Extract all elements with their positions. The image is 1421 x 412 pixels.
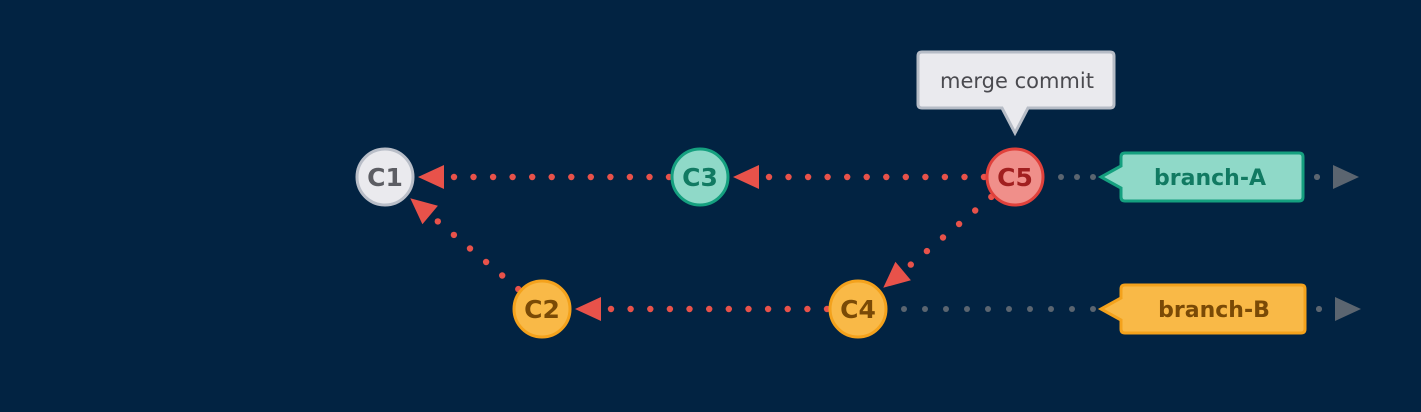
arrowhead-icon — [410, 198, 438, 225]
merge-commit-callout: merge commit — [916, 50, 1116, 137]
arrowhead-icon — [733, 165, 759, 189]
branch-tag-shape — [1097, 151, 1305, 203]
pointer-dot — [1069, 306, 1075, 312]
branch-tag-shape — [1097, 283, 1307, 335]
edge-dot — [666, 305, 674, 313]
branch-tag-branch-b[interactable]: branch-B — [1097, 283, 1307, 335]
edge-dot — [764, 305, 772, 313]
pointer-dot — [1090, 174, 1096, 180]
pointer-dot — [1090, 306, 1096, 312]
edge-dot — [470, 173, 477, 181]
edge-dot — [450, 173, 458, 181]
edge-dot — [548, 173, 555, 181]
edges-layer — [410, 165, 995, 321]
edge-dot — [907, 261, 914, 268]
edge-dot — [499, 272, 506, 279]
arrowhead-icon — [883, 261, 911, 288]
edge-dot — [785, 173, 792, 181]
edge-c5-to-c4 — [883, 193, 995, 288]
edge-dot — [955, 220, 963, 228]
edge-dot — [706, 305, 713, 313]
branch-pointers-layer — [901, 165, 1361, 321]
callout-text: merge commit — [940, 69, 1094, 93]
edge-dot — [972, 207, 979, 214]
pointer-branch-a — [1058, 165, 1359, 189]
commit-label: C2 — [524, 295, 560, 324]
pointer-dot — [985, 306, 991, 312]
edge-dot — [489, 173, 497, 181]
pointer-dot — [922, 306, 928, 312]
commit-node-c4[interactable]: C4 — [828, 279, 888, 339]
edge-dot — [686, 305, 693, 313]
edge-dot — [482, 258, 490, 266]
edge-dot — [824, 173, 831, 181]
edge-c5-to-c3 — [733, 165, 988, 189]
pointer-dot — [964, 306, 970, 312]
branch-label: branch-A — [1154, 166, 1266, 191]
edge-dot — [587, 173, 594, 181]
edge-dot — [529, 173, 536, 181]
edge-dot — [923, 247, 931, 255]
pointer-branch-b — [901, 297, 1361, 321]
pointer-dot — [1314, 174, 1320, 180]
edge-dot — [450, 231, 458, 239]
pointer-dot — [1316, 306, 1322, 312]
commit-node-c2[interactable]: C2 — [512, 279, 572, 339]
commit-node-c5[interactable]: C5 — [985, 147, 1045, 207]
commit-label: C3 — [682, 163, 718, 192]
edge-dot — [626, 173, 634, 181]
branch-label: branch-B — [1158, 298, 1270, 323]
edge-dot — [745, 305, 752, 313]
pointer-dot — [901, 306, 907, 312]
edge-c2-to-c1 — [410, 198, 522, 293]
edge-dot — [627, 305, 634, 313]
edge-c3-to-c1 — [418, 165, 673, 189]
edge-dot — [568, 173, 575, 181]
pointer-dot — [943, 306, 949, 312]
commit-label: C1 — [367, 163, 403, 192]
arrowhead-icon — [418, 165, 444, 189]
play-triangle-icon — [1335, 297, 1361, 321]
edge-dot — [647, 305, 654, 313]
edge-dot — [804, 173, 812, 181]
edge-dot — [941, 173, 949, 181]
commit-label: C5 — [997, 163, 1033, 192]
commit-node-c3[interactable]: C3 — [670, 147, 730, 207]
edge-dot — [607, 305, 615, 313]
commit-node-c1[interactable]: C1 — [355, 147, 415, 207]
branch-tag-branch-a[interactable]: branch-A — [1097, 151, 1305, 203]
edge-dot — [509, 173, 516, 181]
edge-dot — [844, 173, 851, 181]
pointer-dot — [1058, 174, 1064, 180]
edge-dot — [784, 305, 791, 313]
speech-bubble-icon — [916, 50, 1116, 137]
edge-dot — [804, 305, 811, 313]
edge-dot — [883, 173, 890, 181]
play-triangle-icon — [1333, 165, 1359, 189]
edge-dot — [765, 173, 773, 181]
commit-label: C4 — [840, 295, 876, 324]
edge-dot — [939, 234, 947, 241]
edge-dot — [863, 173, 870, 181]
edge-dot — [466, 245, 474, 252]
edge-dot — [607, 173, 614, 181]
edge-dot — [902, 173, 909, 181]
pointer-dot — [1006, 306, 1012, 312]
pointer-dot — [1074, 174, 1080, 180]
edge-dot — [434, 218, 441, 225]
edge-dot — [922, 173, 929, 181]
arrowhead-icon — [575, 297, 601, 321]
edge-dot — [961, 173, 968, 181]
edge-dot — [646, 173, 653, 181]
edge-c4-to-c2 — [575, 297, 831, 321]
pointer-dot — [1027, 306, 1033, 312]
pointer-dot — [1048, 306, 1054, 312]
edge-dot — [725, 305, 732, 313]
